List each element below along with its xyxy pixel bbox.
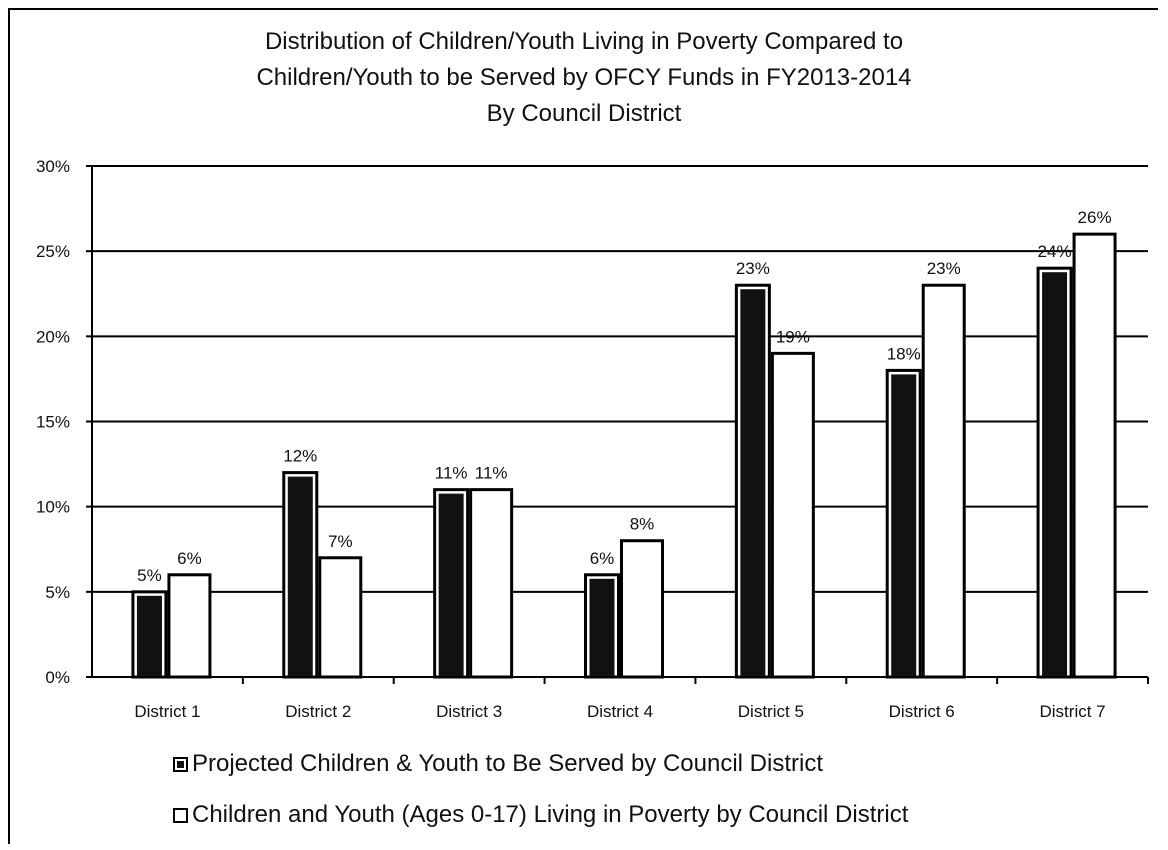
legend-swatch-poverty bbox=[173, 807, 188, 823]
y-tick-label: 25% bbox=[36, 242, 70, 261]
legend-item-projected: Projected Children & Youth to Be Served … bbox=[173, 750, 823, 778]
x-tick-label: District 7 bbox=[1040, 702, 1106, 721]
x-tick-label: District 4 bbox=[587, 702, 653, 721]
legend-label-poverty: Children and Youth (Ages 0-17) Living in… bbox=[192, 801, 909, 828]
bar-poverty bbox=[167, 573, 212, 679]
bar-poverty bbox=[770, 351, 815, 679]
data-label: 18% bbox=[887, 344, 921, 363]
bar-projected-fill bbox=[1042, 272, 1068, 677]
legend-swatch-projected bbox=[173, 756, 188, 772]
legend-item-poverty: Children and Youth (Ages 0-17) Living in… bbox=[173, 801, 908, 829]
x-tick-label: District 3 bbox=[436, 702, 502, 721]
data-label: 6% bbox=[590, 549, 615, 568]
bar-poverty bbox=[318, 556, 363, 679]
x-tick-label: District 1 bbox=[134, 702, 200, 721]
y-tick-label: 5% bbox=[45, 583, 70, 602]
bar-poverty bbox=[1072, 232, 1117, 679]
bar-projected-fill bbox=[589, 578, 615, 677]
data-label: 23% bbox=[927, 259, 961, 278]
bar-poverty bbox=[620, 539, 664, 679]
chart-title-line-3: By Council District bbox=[486, 100, 682, 127]
bar-poverty bbox=[469, 488, 514, 679]
bar-projected-fill bbox=[740, 289, 766, 677]
x-tick-label: District 6 bbox=[889, 702, 955, 721]
data-label: 11% bbox=[435, 464, 468, 483]
data-label: 5% bbox=[137, 566, 162, 585]
data-label: 6% bbox=[177, 549, 202, 568]
data-label: 23% bbox=[736, 259, 770, 278]
y-tick-label: 15% bbox=[36, 413, 70, 432]
chart-title-line-1: Distribution of Children/Youth Living in… bbox=[264, 28, 904, 55]
data-label: 26% bbox=[1078, 208, 1112, 227]
x-tick-label: District 2 bbox=[285, 702, 351, 721]
bar-projected-fill bbox=[891, 374, 917, 677]
data-label: 7% bbox=[328, 532, 353, 551]
chart-title: Distribution of Children/Youth Living in… bbox=[0, 24, 1168, 132]
y-tick-label: 30% bbox=[36, 157, 70, 176]
data-label: 12% bbox=[283, 447, 317, 466]
bar-poverty bbox=[921, 283, 966, 679]
y-tick-label: 20% bbox=[36, 327, 70, 346]
data-label: 19% bbox=[776, 327, 810, 346]
bar-projected-fill bbox=[136, 595, 162, 677]
data-label: 8% bbox=[630, 515, 655, 534]
legend-label-projected: Projected Children & Youth to Be Served … bbox=[192, 750, 823, 777]
y-tick-label: 10% bbox=[36, 498, 70, 517]
data-label: 11% bbox=[475, 464, 508, 483]
data-label: 24% bbox=[1038, 242, 1072, 261]
x-tick-label: District 5 bbox=[738, 702, 804, 721]
bar-projected-fill bbox=[438, 493, 464, 677]
y-tick-label: 0% bbox=[45, 668, 70, 687]
chart-frame bbox=[8, 8, 1158, 844]
chart-title-line-2: Children/Youth to be Served by OFCY Fund… bbox=[256, 64, 912, 91]
bar-projected-fill bbox=[287, 476, 313, 677]
